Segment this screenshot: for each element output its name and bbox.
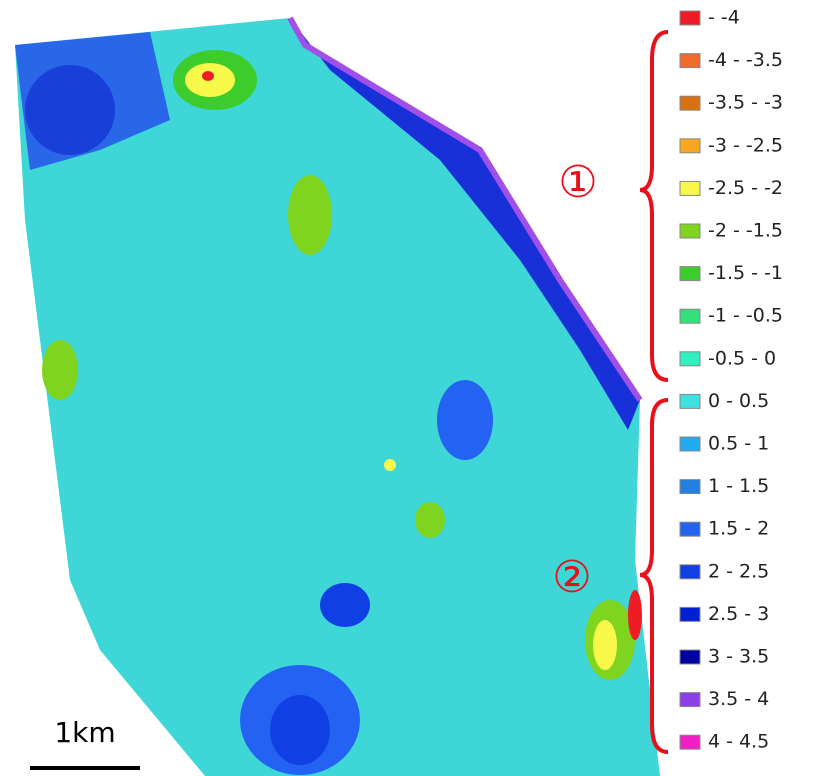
scale-label: 1km (54, 716, 115, 749)
legend: - -4 -4 - -3.5 -3.5 - -3 -3 - -2.5 -2.5 - -2… (680, 7, 783, 753)
legend-label: 2 - 2.5 (708, 560, 769, 582)
legend-label: 0.5 - 1 (708, 433, 769, 455)
legend-swatch (680, 11, 700, 25)
legend-swatch (680, 735, 700, 749)
legend-label: 3 - 3.5 (708, 646, 769, 668)
legend-swatch (680, 96, 700, 110)
legend-label: 0 - 0.5 (708, 390, 769, 412)
legend-label: -1 - -0.5 (708, 305, 783, 327)
annotation: ② (552, 552, 591, 603)
legend-label: -3.5 - -3 (708, 92, 783, 114)
legend-label: 1.5 - 2 (708, 518, 769, 540)
legend-label: -2 - -1.5 (708, 220, 783, 242)
legend-label: -1.5 - -1 (708, 262, 783, 284)
legend-swatch (680, 607, 700, 621)
shallow-area (288, 175, 332, 255)
legend-label: 2.5 - 3 (708, 603, 769, 625)
legend-label: -0.5 - 0 (708, 347, 776, 369)
deep-area (270, 695, 330, 765)
legend-swatch (680, 650, 700, 664)
legend-swatch (680, 522, 700, 536)
shallow-area (42, 340, 78, 400)
deep-area (437, 380, 493, 460)
shallow-peak (384, 459, 396, 471)
map-raster (15, 18, 660, 776)
legend-swatch (680, 693, 700, 707)
map-figure: ① ② 1km - -4-4 - -3.5-3.5 - -3-3 - -2.5-… (0, 0, 836, 776)
bracket (640, 32, 668, 380)
deep-area (25, 65, 115, 155)
legend-swatch (680, 181, 700, 195)
shallow-peak (593, 620, 617, 670)
legend-label: 3.5 - 4 (708, 688, 769, 710)
legend-label: 4 - 4.5 (708, 731, 769, 753)
legend-swatch (680, 224, 700, 238)
legend-label: 1 - 1.5 (708, 475, 769, 497)
legend-swatch (680, 267, 700, 281)
legend-label: - -4 (708, 7, 740, 29)
legend-swatch (680, 394, 700, 408)
legend-swatch (680, 565, 700, 579)
legend-swatch (680, 139, 700, 153)
legend-swatch (680, 480, 700, 494)
shallow-peak (202, 71, 214, 81)
shallow-area (415, 502, 445, 538)
legend-label: -4 - -3.5 (708, 49, 783, 71)
legend-label: -3 - -2.5 (708, 134, 783, 156)
legend-label: -2.5 - -2 (708, 177, 783, 199)
legend-swatch (680, 437, 700, 451)
annotation: ① (558, 157, 597, 208)
deep-area (320, 583, 370, 627)
shallow-peak (628, 590, 642, 640)
legend-swatch (680, 54, 700, 68)
legend-swatch (680, 352, 700, 366)
legend-swatch (680, 309, 700, 323)
